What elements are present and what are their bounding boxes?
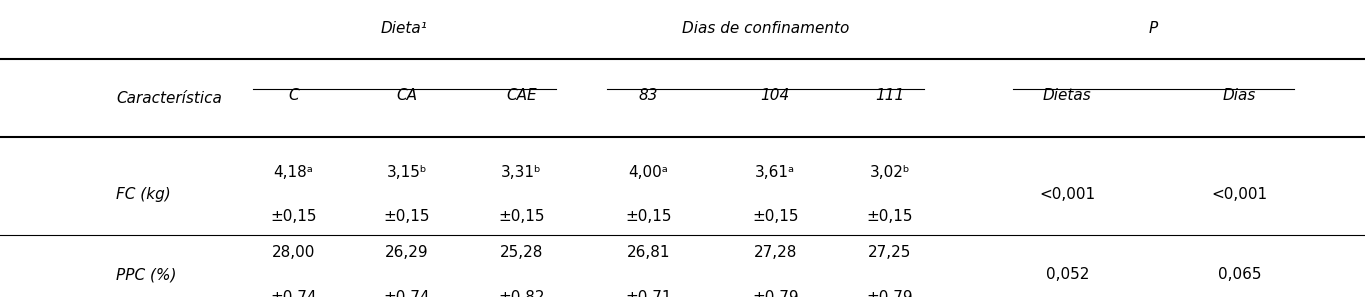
Text: ±0,82: ±0,82 — [498, 290, 545, 297]
Text: 28,00: 28,00 — [272, 245, 315, 260]
Text: 27,28: 27,28 — [753, 245, 797, 260]
Text: 26,81: 26,81 — [627, 245, 670, 260]
Text: 25,28: 25,28 — [500, 245, 543, 260]
Text: ±0,15: ±0,15 — [270, 209, 317, 224]
Text: 111: 111 — [875, 88, 905, 102]
Text: ±0,15: ±0,15 — [498, 209, 545, 224]
Text: FC (kg): FC (kg) — [116, 187, 171, 202]
Text: <0,001: <0,001 — [1211, 187, 1268, 202]
Text: <0,001: <0,001 — [1039, 187, 1096, 202]
Text: Característica: Característica — [116, 91, 222, 105]
Text: 26,29: 26,29 — [385, 245, 429, 260]
Text: ±0,71: ±0,71 — [625, 290, 672, 297]
Text: 27,25: 27,25 — [868, 245, 912, 260]
Text: 83: 83 — [639, 88, 658, 102]
Text: 3,61ᵃ: 3,61ᵃ — [755, 165, 796, 180]
Text: ±0,79: ±0,79 — [752, 290, 799, 297]
Text: C: C — [288, 88, 299, 102]
Text: ±0,15: ±0,15 — [384, 209, 430, 224]
Text: CAE: CAE — [506, 88, 536, 102]
Text: 104: 104 — [760, 88, 790, 102]
Text: ±0,15: ±0,15 — [752, 209, 799, 224]
Text: ±0,79: ±0,79 — [867, 290, 913, 297]
Text: 3,02ᵇ: 3,02ᵇ — [870, 165, 910, 180]
Text: 4,18ᵃ: 4,18ᵃ — [273, 165, 314, 180]
Text: Dietas: Dietas — [1043, 88, 1092, 102]
Text: ±0,74: ±0,74 — [384, 290, 430, 297]
Text: Dias: Dias — [1223, 88, 1256, 102]
Text: Dias de confinamento: Dias de confinamento — [682, 21, 849, 36]
Text: ±0,74: ±0,74 — [270, 290, 317, 297]
Text: 0,052: 0,052 — [1046, 267, 1089, 282]
Text: 3,31ᵇ: 3,31ᵇ — [501, 165, 542, 180]
Text: 0,065: 0,065 — [1218, 267, 1261, 282]
Text: Dieta¹: Dieta¹ — [381, 21, 427, 36]
Text: 3,15ᵇ: 3,15ᵇ — [386, 165, 427, 180]
Text: 4,00ᵃ: 4,00ᵃ — [628, 165, 669, 180]
Text: CA: CA — [396, 88, 418, 102]
Text: ±0,15: ±0,15 — [867, 209, 913, 224]
Text: PPC (%): PPC (%) — [116, 267, 176, 282]
Text: ±0,15: ±0,15 — [625, 209, 672, 224]
Text: P: P — [1149, 21, 1158, 36]
